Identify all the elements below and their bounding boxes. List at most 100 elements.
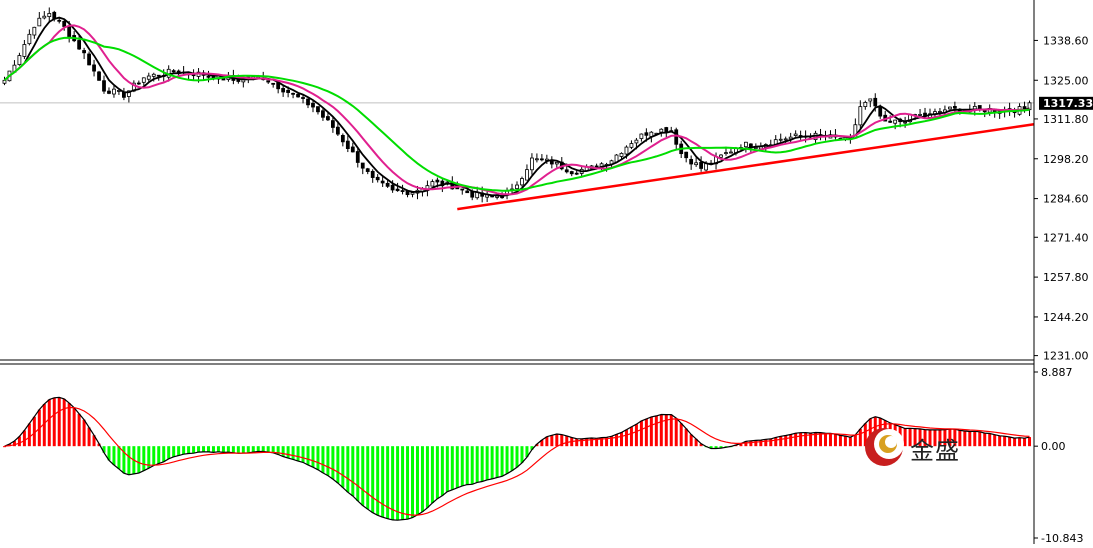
macd-y-tick-label: -10.843 [1041,532,1083,544]
macd-histogram-bar [371,446,375,513]
candle [67,26,72,38]
macd-histogram-bar [226,446,230,453]
macd-histogram-bar [540,439,544,447]
macd-histogram-bar [455,446,459,488]
current-price-box [1039,96,1093,110]
moving-average-line [3,36,1030,192]
macd-histogram-bar [809,433,813,447]
macd-y-tick-label: 8.887 [1041,366,1073,379]
candle [465,190,470,194]
macd-histogram-bar [425,446,429,508]
macd-histogram-bar [560,434,564,447]
candle [380,180,385,184]
y-tick-label: 1244.20 [1043,311,1089,324]
candle [286,89,291,93]
candle [340,135,345,143]
macd-histogram-bar [843,436,847,447]
candle [689,158,694,165]
candle [37,17,42,27]
macd-histogram-bar [1008,436,1012,447]
candle [370,170,375,178]
macd-histogram-bar [117,446,121,469]
candle [699,162,703,169]
trend-line [457,123,1035,211]
macd-histogram-bar [316,446,320,470]
macd-histogram-bar [306,446,310,465]
macd-histogram-bar [639,420,643,447]
macd-histogram-bar [714,446,718,449]
candle [674,129,679,145]
macd-histogram-bar [495,446,499,478]
candle [395,188,400,192]
macd-histogram-bar [236,446,240,454]
candle [97,71,101,81]
macd-histogram-bar [202,446,206,452]
candle [460,188,465,191]
candle [629,143,634,148]
candle [977,105,982,109]
candle [321,110,325,118]
macd-histogram-bar [207,446,210,452]
macd-histogram-bar [167,446,171,459]
candle [520,178,524,186]
macd-histogram-bar [784,435,788,447]
macd-histogram-bar [1023,438,1027,447]
macd-histogram-bar [281,446,285,457]
macd-histogram-bar [67,403,71,447]
macd-histogram-bar [629,426,633,447]
macd-histogram-bar [460,446,464,486]
macd-histogram-bar [450,446,454,490]
macd-histogram-bar [550,435,554,447]
candle [719,154,723,158]
macd-histogram-bar [430,446,434,503]
candle [311,102,315,108]
candle [694,162,699,166]
macd-histogram-bar [948,429,952,447]
macd-histogram-bar [356,446,360,501]
macd-histogram-bar [311,446,315,468]
candle [27,33,32,45]
macd-histogram-bar [664,414,668,447]
candle [335,126,340,135]
macd-histogram-bar [27,423,31,447]
macd-histogram-bar [107,446,111,461]
macd-histogram-bar [853,434,857,447]
macd-histogram-bar [406,446,410,520]
macd-histogram-bar [221,446,225,453]
macd-histogram-bar [938,429,942,447]
candle [291,92,295,95]
macd-histogram-bar [585,438,589,447]
candle [301,97,305,99]
macd-histogram-bar [266,446,270,453]
macd-histogram-bar [535,444,539,447]
macd-histogram-bar [769,438,773,447]
candle [639,133,644,139]
macd-histogram-bar [814,432,818,447]
macd-histogram-bar [192,446,196,454]
macd-histogram-bar [505,446,509,474]
macd-histogram-bar [420,446,424,512]
candle [146,75,151,80]
macd-histogram-bar [147,446,151,469]
macd-histogram-bar [465,446,469,485]
macd-histogram-bar [276,446,280,455]
macd-histogram-bar [187,446,191,454]
macd-histogram-bar [918,428,922,447]
y-tick-label: 1231.00 [1043,350,1089,363]
candle [316,106,320,113]
y-tick-label: 1298.20 [1043,153,1089,166]
macd-histogram-bar [590,438,594,447]
macd-histogram-bar [754,440,758,447]
candle [858,106,863,126]
candle [57,19,62,22]
macd-histogram-bar [903,428,907,447]
macd-histogram-bar [739,443,743,447]
candle [704,163,708,171]
candle [868,98,873,102]
macd-histogram-bar [694,438,698,447]
macd-histogram-bar [988,433,992,447]
macd-histogram-bar [172,446,176,457]
macd-histogram-bar [42,404,46,447]
candle [126,90,131,97]
candle [530,157,534,171]
